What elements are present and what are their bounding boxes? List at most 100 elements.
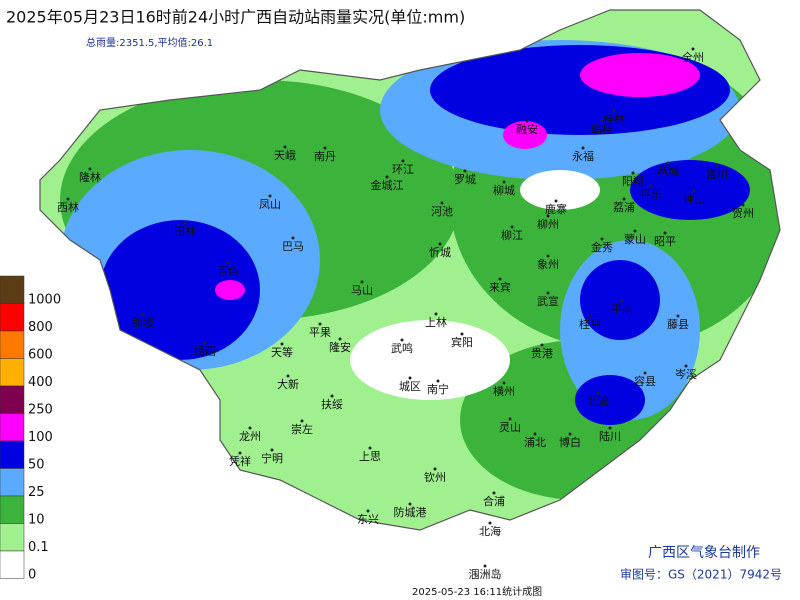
place-dot xyxy=(498,277,502,281)
place-dot xyxy=(715,164,719,168)
place-dot xyxy=(492,491,496,495)
legend-swatch xyxy=(0,523,25,552)
place-dot xyxy=(433,467,437,471)
place-label: 象州 xyxy=(537,258,559,271)
place-label: 来宾 xyxy=(489,280,511,294)
place-label: 靖西 xyxy=(194,345,216,358)
place-dot xyxy=(554,199,558,203)
place-dot xyxy=(360,280,364,284)
approval: 审图号：GS（2021）7942号 xyxy=(620,567,782,582)
place-dot xyxy=(502,381,506,385)
place-label: 环江 xyxy=(392,163,414,176)
place-dot xyxy=(291,236,295,240)
place-dot xyxy=(488,521,492,525)
place-label: 南丹 xyxy=(314,150,336,163)
place-label: 钦州 xyxy=(424,471,446,484)
legend-swatch xyxy=(0,275,25,304)
place-dot xyxy=(600,119,604,123)
place-label: 钟山 xyxy=(683,192,705,206)
place-label: 百色 xyxy=(217,264,239,278)
place-label: 平乐 xyxy=(640,188,662,201)
place-dot xyxy=(622,197,626,201)
place-label: 平南 xyxy=(611,303,633,316)
place-dot xyxy=(408,502,412,506)
place-dot xyxy=(434,312,438,316)
place-dot xyxy=(741,203,745,207)
place-label: 容县 xyxy=(634,374,656,388)
place-dot xyxy=(608,426,612,430)
place-dot xyxy=(280,342,284,346)
legend-swatch xyxy=(0,495,25,524)
place-label: 宾阳 xyxy=(451,335,473,349)
legend-swatch xyxy=(0,550,25,579)
place-dot xyxy=(368,446,372,450)
place-label: 上思 xyxy=(359,450,381,463)
place-label: 扶绥 xyxy=(321,397,343,411)
place-dot xyxy=(581,146,585,150)
place-label: 田林 xyxy=(174,224,196,238)
place-label: 恭城 xyxy=(657,165,679,178)
place-label: 天峨 xyxy=(274,149,296,162)
place-label: 城区 xyxy=(399,380,421,393)
place-dot xyxy=(588,314,592,318)
subtitle: 总雨量:2351.5,平均值:26.1 xyxy=(86,36,213,49)
legend-label: 800 xyxy=(28,320,53,335)
place-label: 鹿寨 xyxy=(545,202,567,216)
border xyxy=(39,9,781,531)
place-dot xyxy=(692,189,696,193)
place-label: 金城江 xyxy=(371,178,404,192)
place-label: 全州 xyxy=(682,50,704,64)
place-label: 柳城 xyxy=(493,183,515,197)
place-dot xyxy=(330,394,334,398)
place-label: 阳朔 xyxy=(622,175,644,188)
place-dot xyxy=(268,194,272,198)
place-dot xyxy=(546,214,550,218)
place-dot xyxy=(546,254,550,258)
place-dot xyxy=(141,312,145,316)
place-dot xyxy=(460,332,464,336)
legend-label: 400 xyxy=(28,375,53,390)
place-dot xyxy=(533,432,537,436)
place-label: 岑溪 xyxy=(675,368,697,381)
place-label: 崇左 xyxy=(291,423,313,436)
place-dot xyxy=(408,376,412,380)
place-dot xyxy=(318,322,322,326)
place-label: 武鸣 xyxy=(391,341,413,355)
place-dot xyxy=(283,145,287,149)
title: 2025年05月23日16时前24小时广西自动站雨量实况(单位:mm) xyxy=(6,8,465,27)
place-label: 博白 xyxy=(559,435,581,449)
place-label: 隆安 xyxy=(329,340,351,354)
place-dot xyxy=(620,299,624,303)
place-dot xyxy=(203,341,207,345)
place-dot xyxy=(226,261,230,265)
place-dot xyxy=(88,167,92,171)
place-dot xyxy=(684,364,688,368)
place-label: 合浦 xyxy=(483,494,505,508)
place-label: 昭平 xyxy=(654,235,676,248)
place-dot xyxy=(66,197,70,201)
place-label: 忻城 xyxy=(429,246,451,259)
place-label: 凭祥 xyxy=(229,454,251,468)
legend-label: 0 xyxy=(28,568,36,583)
place-dot xyxy=(596,391,600,395)
place-dot xyxy=(248,426,252,430)
place-dot xyxy=(440,201,444,205)
legend-label: 0.1 xyxy=(28,540,49,555)
place-dot xyxy=(400,338,404,342)
place-label: 平果 xyxy=(309,326,331,339)
place-label: 北流 xyxy=(587,394,609,408)
place-dot xyxy=(300,419,304,423)
producer: 广西区气象台制作 xyxy=(648,545,760,561)
legend-swatch xyxy=(0,330,25,359)
place-label: 河池 xyxy=(431,205,453,218)
place-dot xyxy=(568,432,572,436)
place-dot xyxy=(502,180,506,184)
place-label: 陆川 xyxy=(599,429,621,443)
place-label: 融安 xyxy=(516,122,538,136)
place-label: 大新 xyxy=(277,377,299,391)
place-label: 武宣 xyxy=(537,294,559,308)
place-dot xyxy=(649,184,653,188)
place-label: 涠洲岛 xyxy=(469,567,502,581)
